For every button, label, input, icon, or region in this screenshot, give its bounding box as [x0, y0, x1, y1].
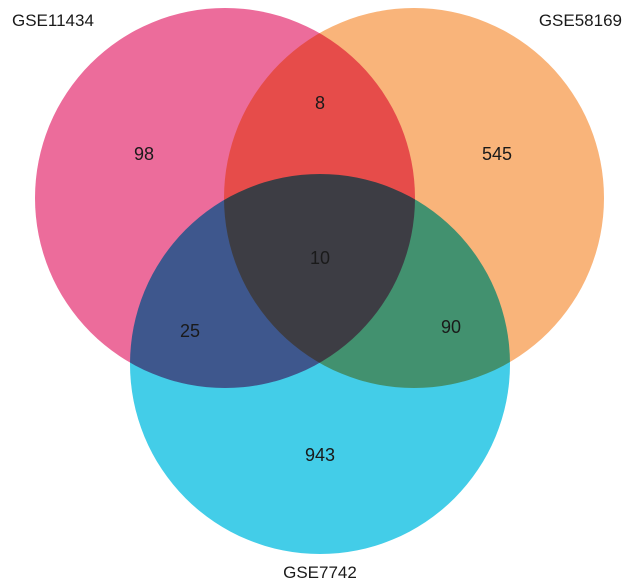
count-only-gse58169: 545: [482, 144, 512, 164]
venn-circles: [35, 8, 604, 554]
count-gse11434-gse58169: 8: [315, 93, 325, 113]
count-gse58169-gse7742: 90: [441, 317, 461, 337]
count-only-gse7742: 943: [305, 445, 335, 465]
set-label-gse11434: GSE11434: [12, 11, 94, 30]
count-gse11434-gse7742: 25: [180, 321, 200, 341]
count-all-three: 10: [310, 248, 330, 268]
count-only-gse11434: 98: [134, 144, 154, 164]
set-label-gse7742: GSE7742: [283, 563, 357, 582]
set-label-gse58169: GSE58169: [539, 11, 622, 30]
circle-gse7742: [130, 174, 510, 554]
